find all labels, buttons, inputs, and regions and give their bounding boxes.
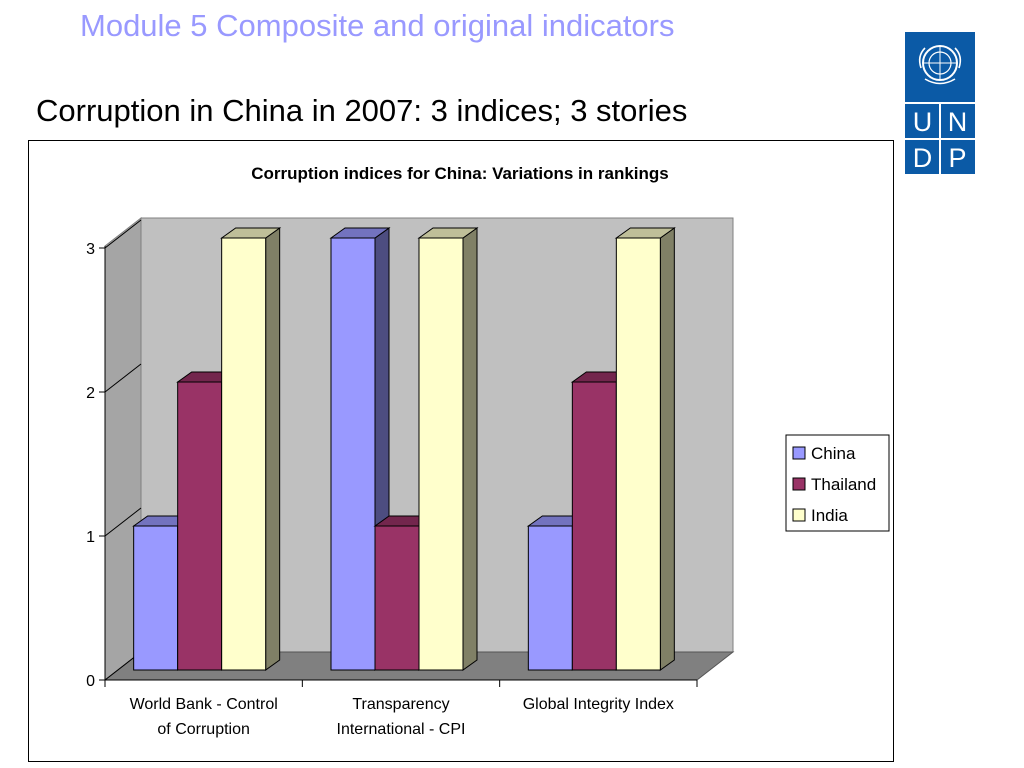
- slide-title: Corruption in China in 2007: 3 indices; …: [36, 93, 688, 128]
- bar-front: [177, 381, 223, 671]
- legend-swatch-india: [792, 508, 806, 522]
- x-category-label: World Bank - Control: [130, 696, 278, 713]
- legend-label-thailand: Thailand: [811, 475, 876, 494]
- chart-frame: Corruption indices for China: Variations…: [28, 140, 894, 762]
- legend-swatch-thailand: [792, 477, 806, 491]
- bar-india-1: [220, 227, 282, 671]
- bar-front: [418, 237, 464, 671]
- bar-side: [265, 227, 281, 671]
- undp-logo: U N D P: [905, 32, 975, 174]
- bar-front: [571, 381, 617, 671]
- chart-title: Corruption indices for China: Variations…: [251, 164, 669, 183]
- x-category-label: Transparency: [352, 696, 449, 713]
- logo-letter-u: U: [913, 107, 933, 137]
- y-tick-depth-line: [104, 363, 142, 393]
- bar-chart: Corruption indices for China: Variations…: [86, 164, 890, 738]
- logo-letter-p: P: [948, 143, 966, 173]
- legend: China Thailand India: [785, 434, 890, 532]
- logo-letter-d: D: [913, 143, 933, 173]
- y-tick-label: 1: [86, 529, 95, 546]
- legend-label-china: China: [811, 444, 856, 463]
- logo-letter-n: N: [948, 107, 968, 137]
- un-emblem-icon: [918, 45, 962, 85]
- bar-front: [527, 525, 573, 671]
- bar-front: [330, 237, 376, 671]
- y-tick-label: 2: [86, 385, 95, 402]
- x-category-label: Global Integrity Index: [523, 696, 674, 713]
- bar-front: [615, 237, 661, 671]
- bar-side: [462, 227, 478, 671]
- bar-front: [133, 525, 179, 671]
- legend-label-india: India: [811, 506, 848, 525]
- y-tick-label: 3: [86, 241, 95, 258]
- y-tick-depth-line: [104, 507, 142, 537]
- undp-logo-graphic: U N D P: [905, 45, 975, 174]
- x-category-label: International - CPI: [337, 721, 466, 738]
- y-tick-label: 0: [86, 673, 95, 690]
- x-category-label: of Corruption: [157, 721, 250, 738]
- bar-china-2: [329, 227, 391, 671]
- bar-front: [374, 525, 420, 671]
- bar-side: [659, 227, 675, 671]
- module-title: Module 5 Composite and original indicato…: [80, 8, 675, 43]
- bar-india-2: [417, 227, 479, 671]
- y-tick-depth-line: [104, 219, 142, 249]
- bar-front: [221, 237, 267, 671]
- bar-india-3: [614, 227, 676, 671]
- legend-swatch-china: [792, 446, 806, 460]
